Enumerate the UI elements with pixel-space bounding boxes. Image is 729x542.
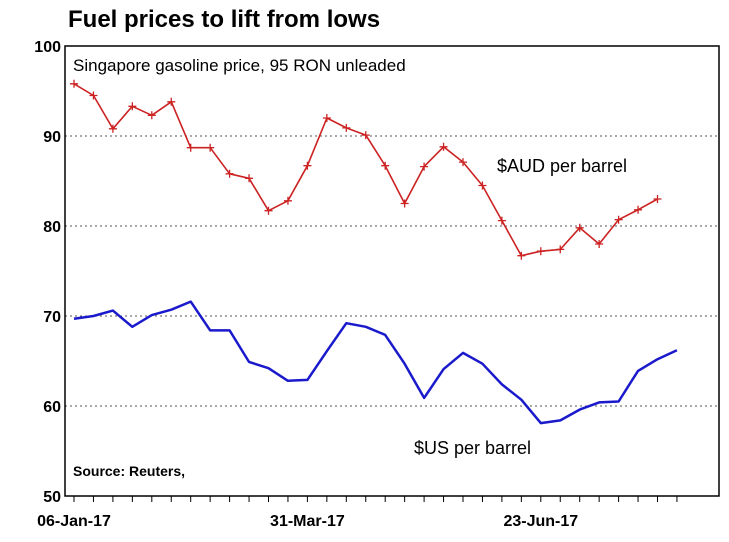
data-point-marker xyxy=(283,196,292,205)
y-tick-label: 70 xyxy=(43,309,61,326)
data-point-marker xyxy=(517,251,526,260)
data-point-marker xyxy=(536,247,545,256)
data-point-marker xyxy=(556,245,565,254)
data-point-marker xyxy=(575,223,584,232)
data-point-marker xyxy=(439,142,448,151)
data-point-marker xyxy=(420,162,429,171)
plot-frame xyxy=(64,45,720,497)
x-axis: 06-Jan-17 31-Mar-17 23-Jun-17 xyxy=(37,496,678,530)
series-line-usd xyxy=(73,300,678,425)
data-point-marker xyxy=(245,174,254,183)
data-point-marker xyxy=(186,143,195,152)
chart-title: Fuel prices to lift from lows xyxy=(68,6,381,33)
y-tick-label: 60 xyxy=(43,399,61,416)
data-point-marker xyxy=(478,181,487,190)
data-point-marker xyxy=(108,124,117,133)
y-tick-label: 90 xyxy=(43,129,61,146)
y-tick-label: 50 xyxy=(43,489,61,506)
data-point-marker xyxy=(89,91,98,100)
data-point-marker xyxy=(128,102,137,111)
data-point-marker xyxy=(225,169,234,178)
data-point-marker xyxy=(342,123,351,132)
y-tick-label: 80 xyxy=(43,219,61,236)
series-label-usd: $US per barrel xyxy=(414,438,531,458)
data-point-marker xyxy=(614,215,623,224)
data-point-marker xyxy=(322,114,331,122)
data-point-marker xyxy=(147,111,156,120)
y-axis: 50 60 70 80 90 100 xyxy=(34,39,61,506)
gridlines xyxy=(65,135,719,407)
data-point-marker xyxy=(459,158,467,167)
data-point-marker xyxy=(381,161,390,170)
data-point-marker xyxy=(167,97,176,106)
data-point-marker xyxy=(497,216,506,225)
data-point-marker xyxy=(634,205,643,214)
x-tick-label: 06-Jan-17 xyxy=(37,513,111,530)
y-tick-label: 100 xyxy=(34,39,61,56)
x-tick-label: 23-Jun-17 xyxy=(503,513,578,530)
data-point-marker xyxy=(653,195,662,203)
data-point-marker xyxy=(303,161,312,170)
series-label-aud: $AUD per barrel xyxy=(497,156,627,176)
source-note: Source: Reuters, xyxy=(73,463,185,479)
data-point-marker xyxy=(70,79,78,88)
chart-subtitle: Singapore gasoline price, 95 RON unleade… xyxy=(73,56,406,75)
data-point-marker xyxy=(361,131,370,140)
data-point-marker xyxy=(595,240,604,248)
data-point-marker xyxy=(400,199,409,208)
data-point-marker xyxy=(206,143,215,152)
data-point-marker xyxy=(264,206,273,215)
x-tick-label: 31-Mar-17 xyxy=(270,513,345,530)
series-layer xyxy=(70,79,678,425)
